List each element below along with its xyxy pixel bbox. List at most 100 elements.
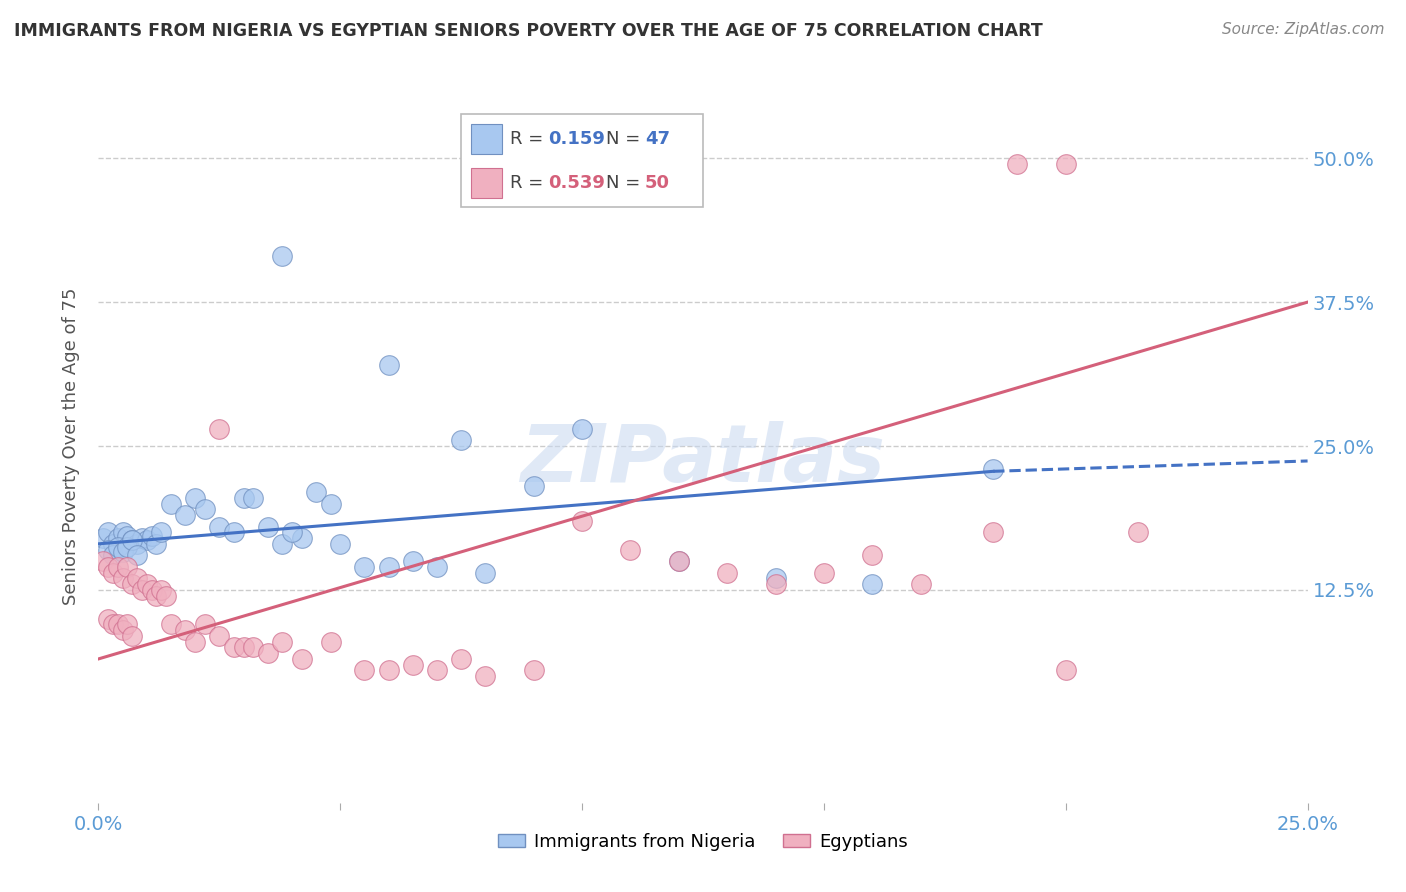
- Point: [329, 537, 352, 551]
- Point: [121, 533, 143, 548]
- Point: [222, 640, 245, 655]
- Text: IMMIGRANTS FROM NIGERIA VS EGYPTIAN SENIORS POVERTY OVER THE AGE OF 75 CORRELATI: IMMIGRANTS FROM NIGERIA VS EGYPTIAN SENI…: [14, 22, 1043, 40]
- Point: [121, 533, 143, 548]
- Point: [256, 646, 278, 660]
- Text: Source: ZipAtlas.com: Source: ZipAtlas.com: [1222, 22, 1385, 37]
- Point: [271, 634, 294, 648]
- Point: [111, 623, 134, 637]
- Point: [117, 559, 139, 574]
- Point: [107, 541, 129, 555]
- Point: [101, 566, 124, 580]
- Point: [222, 525, 245, 540]
- Point: [131, 582, 153, 597]
- Legend: Immigrants from Nigeria, Egyptians: Immigrants from Nigeria, Egyptians: [491, 826, 915, 858]
- Point: [619, 542, 641, 557]
- Point: [141, 529, 163, 543]
- Y-axis label: Seniors Poverty Over the Age of 75: Seniors Poverty Over the Age of 75: [62, 287, 80, 605]
- Point: [135, 533, 157, 548]
- Point: [1054, 664, 1077, 678]
- Point: [184, 634, 207, 648]
- Point: [242, 640, 264, 655]
- Point: [174, 623, 197, 637]
- Point: [860, 577, 883, 591]
- Point: [111, 545, 134, 559]
- Point: [402, 657, 425, 672]
- Point: [121, 629, 143, 643]
- Point: [97, 612, 120, 626]
- Point: [97, 542, 120, 557]
- Point: [305, 485, 328, 500]
- Point: [107, 559, 129, 574]
- Point: [377, 359, 399, 373]
- Point: [127, 549, 149, 563]
- Point: [145, 589, 167, 603]
- Point: [256, 519, 278, 533]
- Point: [160, 497, 183, 511]
- Point: [127, 537, 149, 551]
- Point: [107, 617, 129, 632]
- Point: [101, 537, 124, 551]
- Point: [184, 491, 207, 505]
- Point: [150, 525, 173, 540]
- Point: [668, 554, 690, 568]
- Point: [377, 559, 399, 574]
- Point: [117, 529, 139, 543]
- Point: [426, 559, 449, 574]
- Point: [523, 479, 546, 493]
- Point: [860, 549, 883, 563]
- Point: [910, 577, 932, 591]
- Point: [290, 652, 312, 666]
- Point: [319, 497, 342, 511]
- Point: [174, 508, 197, 522]
- Point: [131, 531, 153, 545]
- Point: [813, 566, 835, 580]
- Point: [271, 537, 294, 551]
- Point: [107, 531, 129, 545]
- Point: [117, 617, 139, 632]
- Point: [135, 577, 157, 591]
- Point: [765, 577, 787, 591]
- Point: [353, 664, 375, 678]
- Point: [290, 531, 312, 545]
- Point: [160, 617, 183, 632]
- Point: [97, 559, 120, 574]
- Point: [101, 617, 124, 632]
- Point: [117, 541, 139, 555]
- Point: [571, 514, 593, 528]
- Text: ZIPatlas: ZIPatlas: [520, 421, 886, 500]
- Point: [208, 629, 231, 643]
- Point: [97, 525, 120, 540]
- Point: [91, 554, 114, 568]
- Point: [450, 434, 472, 448]
- Point: [450, 652, 472, 666]
- Point: [232, 640, 254, 655]
- Point: [101, 549, 124, 563]
- Point: [523, 664, 546, 678]
- Point: [1128, 525, 1150, 540]
- Point: [91, 531, 114, 545]
- Point: [155, 589, 177, 603]
- Point: [111, 525, 134, 540]
- Point: [141, 582, 163, 597]
- Point: [571, 422, 593, 436]
- Point: [353, 559, 375, 574]
- Point: [208, 519, 231, 533]
- Point: [1007, 157, 1029, 171]
- Point: [127, 571, 149, 585]
- Point: [242, 491, 264, 505]
- Point: [208, 422, 231, 436]
- Point: [1054, 157, 1077, 171]
- Point: [194, 502, 217, 516]
- Point: [271, 249, 294, 263]
- Point: [121, 577, 143, 591]
- Point: [668, 554, 690, 568]
- Point: [716, 566, 738, 580]
- Point: [194, 617, 217, 632]
- Point: [145, 537, 167, 551]
- Point: [765, 571, 787, 585]
- Point: [981, 525, 1004, 540]
- Point: [232, 491, 254, 505]
- Point: [474, 669, 496, 683]
- Point: [377, 664, 399, 678]
- Point: [111, 571, 134, 585]
